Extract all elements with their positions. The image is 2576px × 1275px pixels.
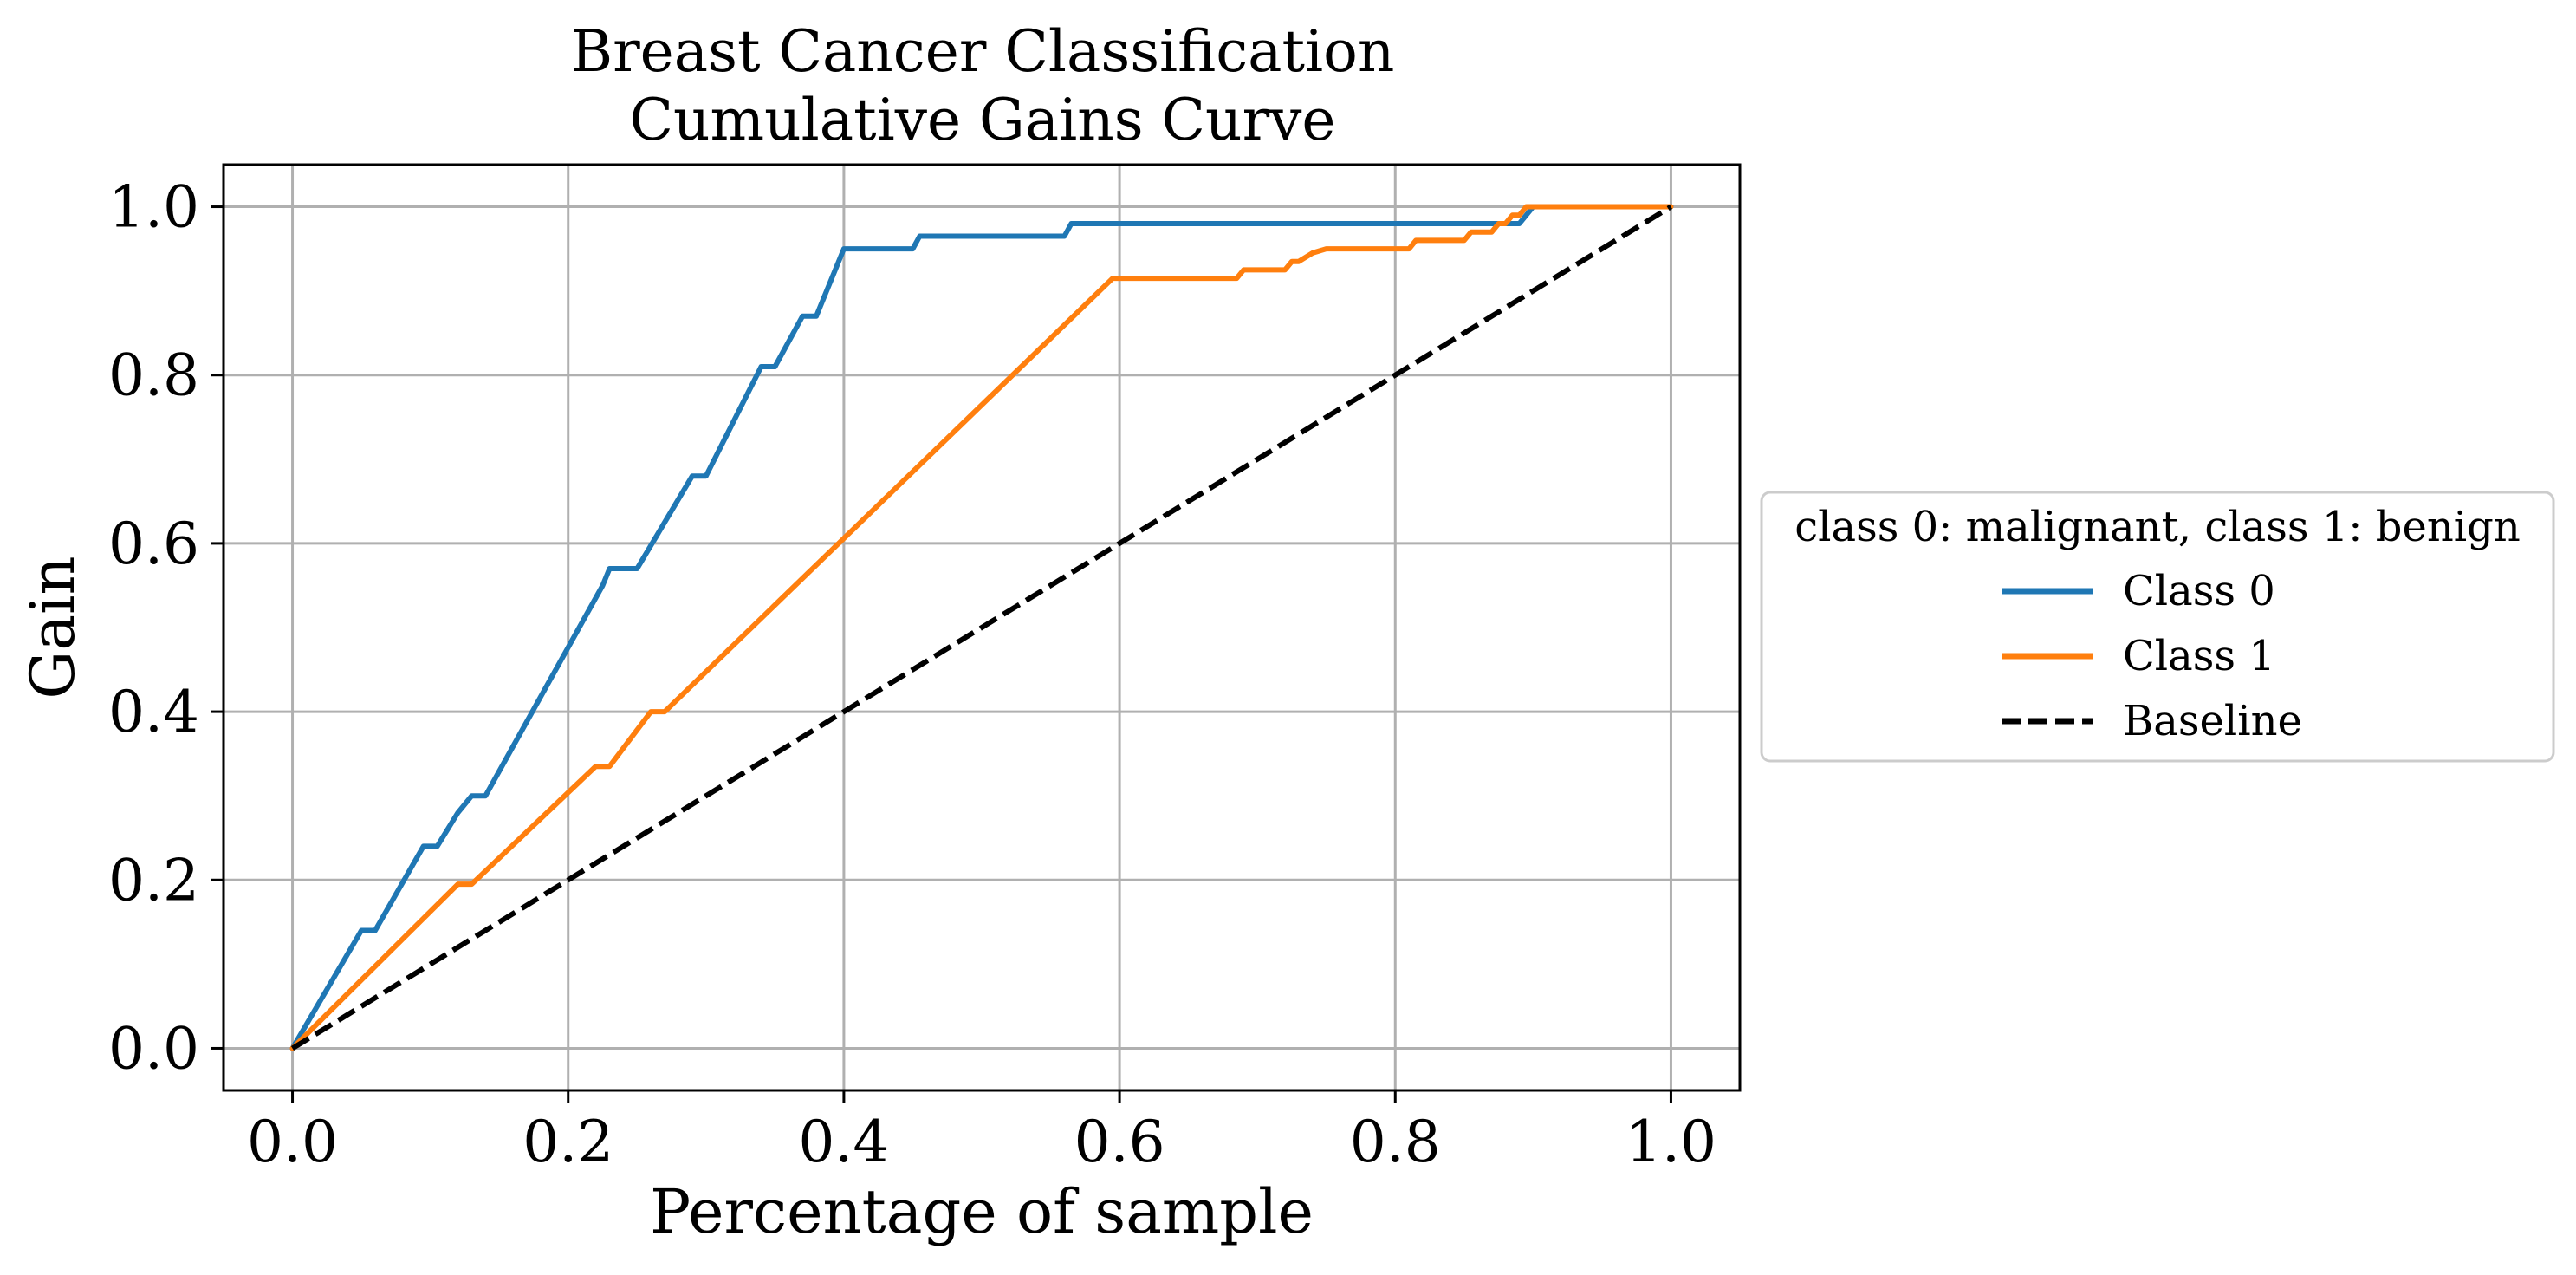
x-axis-label: Percentage of sample bbox=[650, 1176, 1314, 1247]
series-line-baseline bbox=[290, 204, 1673, 1051]
series-line-class-1 bbox=[289, 204, 1674, 1051]
series-line-class-0 bbox=[289, 204, 1674, 1051]
x-tick-label: 1.0 bbox=[1625, 1109, 1716, 1175]
chart-title-line-2: Cumulative Gains Curve bbox=[630, 87, 1336, 153]
plot-area bbox=[222, 163, 1742, 1092]
y-axis-label: Gain bbox=[17, 556, 88, 699]
y-tick-label: 0.4 bbox=[108, 679, 199, 745]
y-tick-label: 0.2 bbox=[108, 847, 199, 914]
chart-title-line-1: Breast Cancer Classification bbox=[571, 18, 1395, 85]
legend-label-baseline: Baseline bbox=[2123, 697, 2302, 745]
x-tick-label: 0.4 bbox=[798, 1109, 889, 1175]
axis-ticks: 0.0 0.2 0.4 0.6 0.8 1.0 0.0 0.2 0.4 0.6 0.8 1.0 bbox=[108, 174, 1716, 1175]
series-group bbox=[289, 204, 1674, 1051]
x-tick-label: 0.0 bbox=[247, 1109, 338, 1175]
legend: class 0: malignant, class 1: benign Clas… bbox=[1760, 491, 2555, 763]
x-tick-label: 0.8 bbox=[1350, 1109, 1441, 1175]
y-tick-label: 1.0 bbox=[108, 174, 199, 241]
legend-label-class-1: Class 1 bbox=[2123, 632, 2275, 680]
legend-box bbox=[1760, 491, 2555, 763]
y-tick-label: 0.8 bbox=[108, 342, 199, 409]
legend-title: class 0: malignant, class 1: benign bbox=[1794, 503, 2521, 551]
y-tick-label: 0.0 bbox=[108, 1015, 199, 1082]
x-tick-label: 0.6 bbox=[1074, 1109, 1165, 1175]
x-tick-label: 0.2 bbox=[522, 1109, 613, 1175]
legend-label-class-0: Class 0 bbox=[2123, 567, 2275, 615]
y-tick-label: 0.6 bbox=[108, 511, 199, 577]
